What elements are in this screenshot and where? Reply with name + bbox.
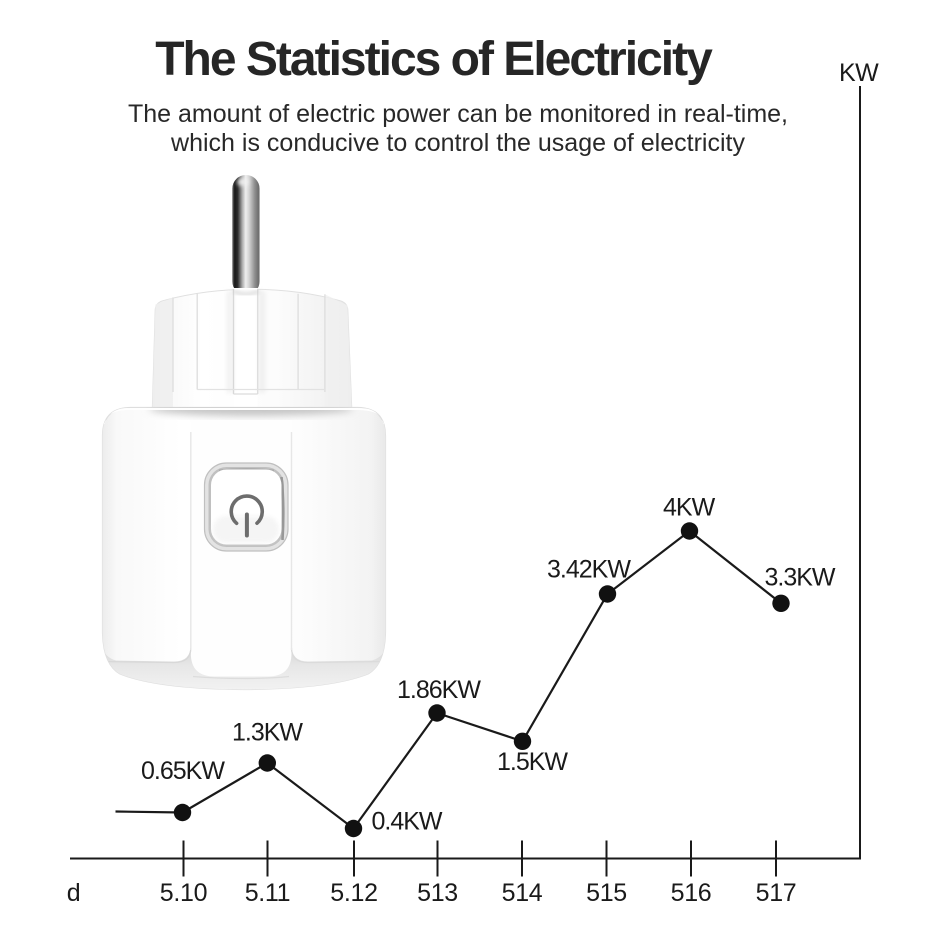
svg-text:The Statistics of Electricity: The Statistics of Electricity	[155, 33, 713, 86]
svg-text:516: 516	[671, 879, 712, 907]
svg-text:d: d	[67, 879, 81, 907]
svg-text:0.4KW: 0.4KW	[372, 808, 443, 836]
svg-text:513: 513	[417, 879, 458, 907]
svg-text:The amount of electric power c: The amount of electric power can be moni…	[128, 100, 788, 128]
svg-text:1.3KW: 1.3KW	[232, 719, 303, 747]
svg-text:4KW: 4KW	[663, 494, 716, 522]
svg-text:514: 514	[502, 879, 543, 907]
svg-text:3.42KW: 3.42KW	[547, 556, 631, 584]
svg-text:KW: KW	[839, 59, 879, 87]
svg-text:1.5KW: 1.5KW	[497, 748, 568, 776]
svg-text:3.3KW: 3.3KW	[765, 564, 836, 592]
svg-text:515: 515	[586, 879, 627, 907]
svg-text:0.65KW: 0.65KW	[141, 757, 225, 785]
svg-text:5.11: 5.11	[245, 879, 291, 907]
svg-text:which is conducive to control: which is conducive to control the usage …	[170, 129, 745, 157]
svg-text:5.10: 5.10	[160, 879, 207, 907]
svg-text:1.86KW: 1.86KW	[397, 676, 481, 704]
svg-text:5.12: 5.12	[330, 879, 377, 907]
svg-text:517: 517	[756, 879, 797, 907]
